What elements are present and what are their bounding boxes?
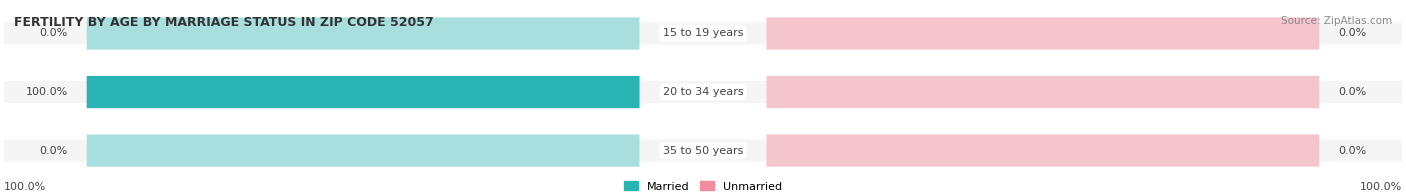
FancyBboxPatch shape	[87, 76, 640, 108]
FancyBboxPatch shape	[87, 76, 640, 108]
FancyBboxPatch shape	[766, 134, 1319, 167]
FancyBboxPatch shape	[766, 76, 1319, 108]
Text: 0.0%: 0.0%	[1339, 87, 1367, 97]
FancyBboxPatch shape	[766, 17, 1319, 50]
Text: 100.0%: 100.0%	[1360, 182, 1402, 192]
Text: 0.0%: 0.0%	[39, 146, 67, 156]
Text: FERTILITY BY AGE BY MARRIAGE STATUS IN ZIP CODE 52057: FERTILITY BY AGE BY MARRIAGE STATUS IN Z…	[14, 16, 434, 29]
FancyBboxPatch shape	[4, 81, 1402, 103]
Legend: Married, Unmarried: Married, Unmarried	[624, 181, 782, 191]
Text: 100.0%: 100.0%	[25, 87, 67, 97]
Text: 35 to 50 years: 35 to 50 years	[662, 146, 744, 156]
Text: 20 to 34 years: 20 to 34 years	[662, 87, 744, 97]
Text: 0.0%: 0.0%	[1339, 28, 1367, 38]
FancyBboxPatch shape	[87, 134, 640, 167]
Text: 0.0%: 0.0%	[39, 28, 67, 38]
Text: 15 to 19 years: 15 to 19 years	[662, 28, 744, 38]
Text: 100.0%: 100.0%	[4, 182, 46, 192]
FancyBboxPatch shape	[87, 17, 640, 50]
Text: Source: ZipAtlas.com: Source: ZipAtlas.com	[1281, 16, 1392, 26]
FancyBboxPatch shape	[4, 140, 1402, 162]
FancyBboxPatch shape	[4, 22, 1402, 44]
Text: 0.0%: 0.0%	[1339, 146, 1367, 156]
